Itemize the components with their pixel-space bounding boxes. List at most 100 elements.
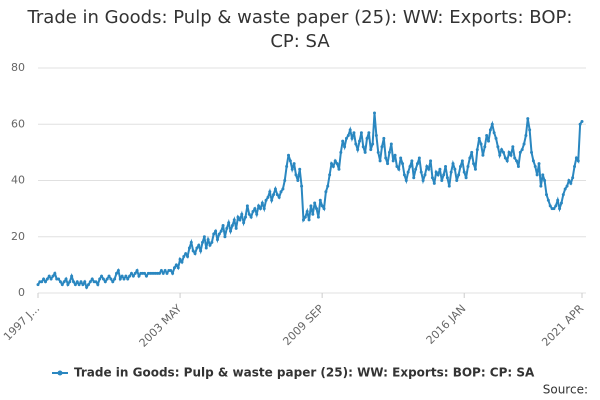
point	[187, 246, 191, 250]
point	[206, 238, 210, 242]
point	[124, 274, 128, 278]
point	[300, 184, 304, 188]
point	[201, 240, 205, 244]
point	[137, 274, 141, 278]
point	[257, 204, 261, 208]
point	[45, 277, 49, 281]
point	[296, 179, 300, 182]
point	[337, 167, 341, 171]
point	[544, 193, 548, 197]
point	[501, 150, 505, 154]
point	[292, 162, 296, 166]
source: Source:	[543, 383, 588, 397]
point	[283, 179, 287, 182]
point	[571, 176, 575, 180]
point	[165, 271, 169, 275]
point	[500, 148, 504, 152]
point	[488, 128, 492, 132]
point	[541, 173, 545, 177]
point	[144, 274, 148, 278]
point	[111, 280, 115, 284]
point	[386, 162, 390, 166]
point	[290, 167, 294, 171]
point	[462, 170, 466, 174]
point	[567, 179, 571, 182]
point	[79, 280, 83, 284]
point	[565, 184, 569, 188]
point	[341, 139, 345, 143]
point	[277, 195, 281, 199]
point	[421, 179, 425, 182]
point	[307, 218, 311, 222]
point	[40, 280, 44, 284]
point	[273, 187, 277, 191]
point	[158, 271, 162, 275]
point	[361, 145, 365, 149]
point	[182, 254, 186, 258]
point	[509, 153, 513, 157]
point	[455, 179, 459, 182]
point	[475, 148, 479, 152]
point	[229, 229, 233, 233]
point	[430, 176, 434, 180]
point	[395, 164, 399, 168]
point	[245, 204, 249, 208]
point	[234, 226, 238, 230]
point	[376, 150, 380, 154]
point	[133, 271, 137, 275]
point	[518, 150, 522, 154]
point	[281, 187, 285, 191]
point	[96, 283, 100, 287]
point	[481, 153, 485, 157]
point	[425, 164, 429, 168]
point	[212, 232, 216, 236]
point	[72, 280, 76, 284]
point	[42, 277, 46, 281]
point	[81, 283, 85, 287]
point	[68, 280, 72, 284]
point	[412, 176, 416, 180]
point	[359, 131, 363, 135]
point	[543, 179, 547, 182]
point	[305, 209, 309, 213]
point	[434, 170, 438, 174]
point	[472, 162, 476, 166]
point	[563, 187, 567, 191]
point	[363, 150, 367, 154]
point	[107, 274, 111, 278]
point	[36, 283, 40, 287]
point	[406, 170, 410, 174]
point	[258, 207, 262, 211]
y-tick-label: 0	[18, 286, 25, 299]
point	[417, 156, 421, 160]
point	[535, 173, 539, 177]
point	[503, 156, 507, 160]
point	[88, 280, 92, 284]
point	[528, 128, 532, 132]
point	[369, 148, 373, 152]
point	[457, 173, 461, 177]
point	[513, 156, 517, 160]
point	[453, 167, 457, 171]
point	[393, 153, 397, 157]
x-tick-label: 2009 SEP	[280, 302, 326, 348]
point	[343, 145, 347, 149]
point	[309, 204, 313, 208]
point	[202, 235, 206, 239]
x-tick-label: 2021 APR	[539, 302, 586, 349]
point	[320, 204, 324, 208]
y-tick-label: 20	[11, 230, 25, 243]
point	[399, 156, 403, 160]
point	[419, 170, 423, 174]
point	[451, 162, 455, 166]
point	[260, 201, 264, 205]
point	[329, 162, 333, 166]
point	[86, 283, 90, 287]
point	[574, 156, 578, 160]
point	[221, 224, 225, 227]
point	[429, 159, 433, 163]
point	[490, 122, 494, 126]
point	[436, 173, 440, 177]
point	[415, 162, 419, 166]
